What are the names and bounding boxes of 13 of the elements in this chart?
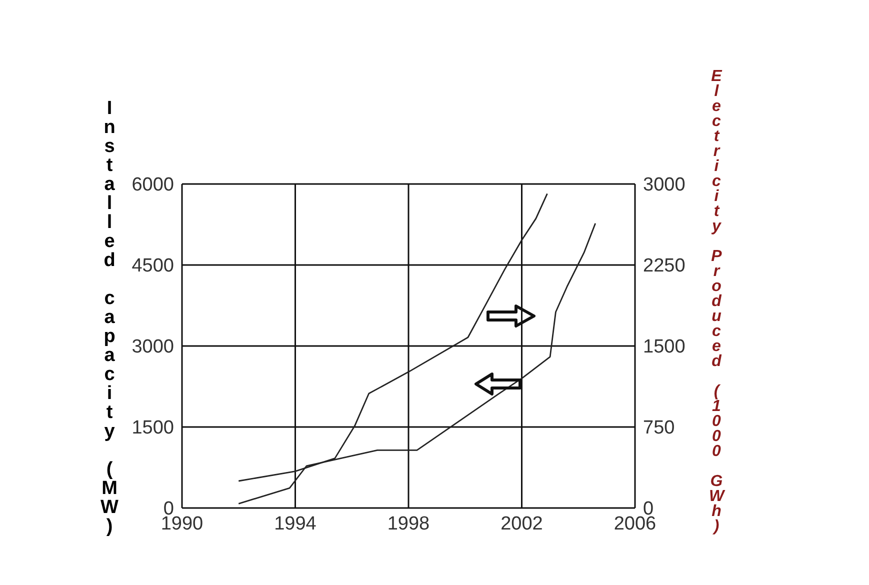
y-axis-title: Installed capacity (MW) (99, 98, 120, 535)
y-tick-label: 3000 (132, 336, 174, 358)
y-tick-label: 4500 (132, 256, 174, 277)
y-tick-label: 1500 (132, 418, 174, 439)
y2-axis-title: Electricity Produced (1000 GWh) (708, 68, 725, 533)
x-tick-label: 2002 (500, 513, 543, 534)
y-tick-label: 6000 (132, 174, 174, 196)
y2-tick-label: 3000 (643, 174, 686, 196)
y2-tick-label: 750 (643, 418, 675, 439)
y2-tick-label: 1500 (643, 336, 686, 358)
x-tick-label: 1994 (274, 513, 317, 534)
x-tick-label: 1998 (387, 513, 430, 534)
y2-tick-label: 2250 (643, 256, 686, 277)
